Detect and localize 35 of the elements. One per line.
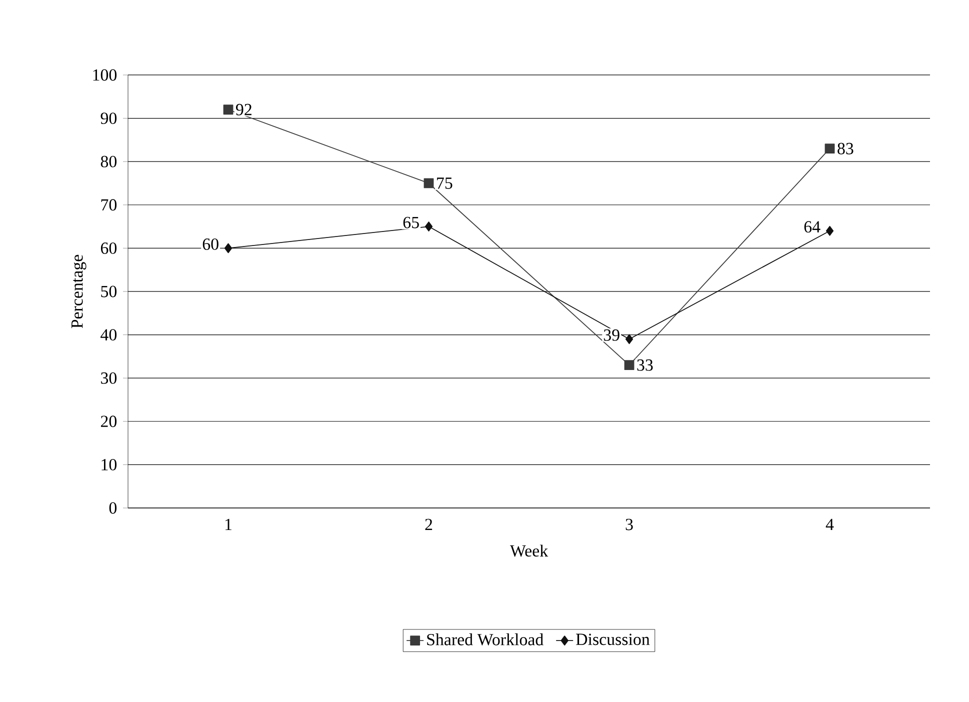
point xyxy=(223,104,234,115)
point xyxy=(826,226,834,236)
y-tick-label: 0 xyxy=(109,502,117,514)
legend-label: Discussion xyxy=(576,634,650,646)
y-tick-label: 20 xyxy=(100,416,117,428)
point xyxy=(624,360,634,370)
y-axis-title: Percentage xyxy=(72,254,86,328)
point xyxy=(424,222,433,232)
data-label: 92 xyxy=(236,104,252,116)
data-label: 65 xyxy=(403,216,419,228)
data-label: 64 xyxy=(804,221,820,233)
point xyxy=(625,334,634,344)
y-tick-label: 70 xyxy=(101,199,117,211)
y-tick-label: 80 xyxy=(100,156,117,168)
point xyxy=(824,144,835,154)
data-label: 75 xyxy=(437,178,452,189)
x-axis-title: Week xyxy=(510,544,548,557)
data-label: 33 xyxy=(637,359,653,371)
y-tick-label: 10 xyxy=(102,458,117,470)
legend-label: Shared Workload xyxy=(427,633,544,646)
y-tick-label: 90 xyxy=(100,112,117,124)
data-label: 39 xyxy=(604,329,620,341)
y-tick-label: 40 xyxy=(100,329,117,341)
point xyxy=(424,178,434,188)
x-tick-label: 1 xyxy=(226,518,232,530)
y-tick-label: 60 xyxy=(100,242,117,254)
data-label: 83 xyxy=(838,142,854,154)
data-label: 60 xyxy=(202,238,218,250)
y-tick-label: 100 xyxy=(93,69,117,81)
y-tick-label: 30 xyxy=(101,372,117,384)
point xyxy=(224,243,232,254)
x-tick-label: 2 xyxy=(425,518,432,530)
x-tick-label: 4 xyxy=(826,518,834,530)
y-tick-label: 50 xyxy=(101,286,117,298)
x-tick-label: 3 xyxy=(626,518,633,530)
